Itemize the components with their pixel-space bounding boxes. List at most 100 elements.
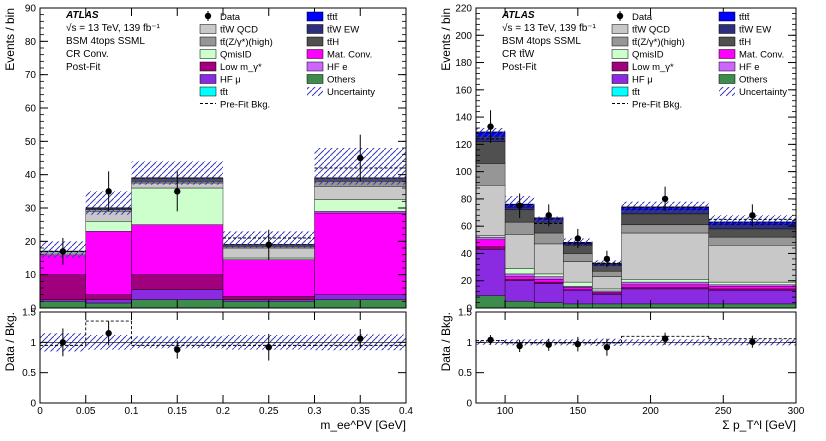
data-point	[59, 248, 67, 255]
bar-low-m-	[40, 274, 86, 300]
legend-label: Pre-Fit Bkg.	[220, 100, 270, 111]
x-tick-label: 0	[37, 406, 43, 417]
bar-qmisid	[504, 268, 535, 275]
annotation-text: BSM 4tops SSML	[502, 36, 581, 47]
y-tick-label: 140	[455, 113, 472, 124]
x-tick-label: 0.3	[308, 406, 322, 417]
legend-label: QmisID	[220, 50, 252, 61]
ratio-plot-frame	[39, 311, 407, 404]
ratio-y-tick-label: 1	[466, 338, 472, 349]
legend-label: Uncertainty	[327, 87, 375, 98]
legend-label: tt̄(Z/γ*)(high)	[220, 37, 273, 48]
y-tick-label: 40	[461, 249, 473, 260]
bar-tt-w-qcd	[476, 185, 506, 236]
legend-label: Data	[632, 12, 653, 23]
bar-tt-w-qcd	[533, 243, 564, 275]
data-point	[265, 241, 272, 248]
bar-mat-conv-	[314, 212, 406, 295]
ratio-point	[545, 341, 552, 348]
y-tick-label: 70	[25, 70, 37, 81]
legend-label: HF e	[327, 62, 348, 73]
bar-tt-w-qcd	[621, 232, 709, 280]
ratio-point	[357, 335, 364, 342]
bar-others	[533, 302, 564, 308]
legend-label: tt̄H	[327, 37, 339, 48]
legend-label: Mat. Conv.	[739, 50, 784, 61]
legend-swatch	[611, 86, 629, 97]
ratio-y-axis-label: Data / Bkg.	[439, 312, 453, 371]
bar-hf-e	[621, 281, 709, 286]
ratio-plot-frame	[475, 311, 797, 404]
x-tick-label: 0.35	[351, 406, 371, 417]
bar-hf-e	[314, 211, 406, 214]
y-axis-label: Events / bin	[3, 8, 17, 71]
legend-swatch	[199, 86, 217, 97]
data-point	[749, 212, 756, 219]
x-tick-label: 0.05	[76, 406, 96, 417]
y-tick-label: 60	[25, 104, 37, 115]
legend-swatch	[199, 49, 217, 59]
legend-swatch	[718, 74, 736, 84]
legend-swatch	[718, 49, 736, 59]
ratio-y-tick-label: 0	[30, 399, 36, 410]
data-point	[357, 154, 364, 162]
bar-others	[592, 303, 622, 308]
bar-hf-e	[592, 290, 622, 293]
legend-swatch	[718, 36, 736, 47]
bar-hf-	[476, 249, 506, 296]
x-tick-label: 0.2	[216, 406, 230, 417]
y-tick-label: 80	[461, 194, 473, 205]
bar-mat-conv-	[222, 259, 315, 297]
legend-swatch	[199, 36, 217, 47]
bar-hf-	[504, 280, 535, 302]
legend-swatch	[718, 61, 736, 72]
ratio-point	[749, 338, 756, 345]
legend-swatch	[718, 11, 736, 22]
bar-others	[621, 303, 709, 308]
bar-hf-	[131, 289, 224, 300]
legend-swatch	[306, 49, 324, 59]
bar-hf-	[533, 283, 564, 303]
bar-mat-conv-	[85, 231, 132, 295]
y-tick-label: 80	[25, 37, 37, 48]
legend-label: Mat. Conv.	[327, 50, 372, 61]
bar-tt-h	[621, 213, 709, 226]
bar-low-m-	[621, 287, 709, 290]
bar-low-m-	[504, 279, 535, 281]
legend-label: tt̄W EW	[327, 25, 359, 36]
legend-label: Data	[220, 12, 241, 23]
annotation-text: BSM 4tops SSML	[66, 36, 145, 47]
bar-mat-conv-	[504, 276, 535, 280]
bar-qmisid	[314, 199, 406, 212]
annotation-text: Post-Fit	[502, 62, 537, 73]
y-tick-label: 200	[455, 31, 472, 42]
bar-mat-conv-	[621, 284, 709, 288]
y-tick-label: 180	[455, 58, 472, 69]
ratio-y-tick-label: 0.5	[22, 368, 36, 379]
bar-mat-conv-	[131, 224, 224, 275]
legend-label: tt̄tt̄	[327, 12, 338, 23]
y-tick-label: 160	[455, 85, 472, 96]
bar-hf-e	[708, 284, 796, 287]
y-tick-label: 90	[25, 4, 37, 15]
bar-hf-	[708, 290, 796, 305]
bar-hf-e	[563, 285, 593, 288]
y-tick-label: 0	[466, 304, 472, 315]
ratio-point	[661, 335, 669, 342]
y-tick-label: 60	[461, 222, 473, 233]
legend-label: HF μ	[220, 75, 241, 86]
y-tick-label: 50	[25, 137, 37, 148]
legend-swatch-uncertainty	[719, 87, 735, 96]
x-tick-label: 0.4	[399, 406, 413, 417]
legend-label: Pre-Fit Bkg.	[632, 100, 682, 111]
x-tick-label: 0.25	[259, 406, 279, 417]
y-tick-label: 0	[30, 304, 36, 315]
legend-label: tt̄H	[739, 37, 751, 48]
legend-label: HF μ	[632, 75, 653, 86]
ratio-point	[105, 330, 112, 337]
bar-mat-conv-	[563, 287, 593, 290]
ratio-y-tick-label: 1	[30, 338, 36, 349]
ratio-group	[40, 320, 406, 352]
legend-swatch-uncertainty	[307, 87, 323, 96]
